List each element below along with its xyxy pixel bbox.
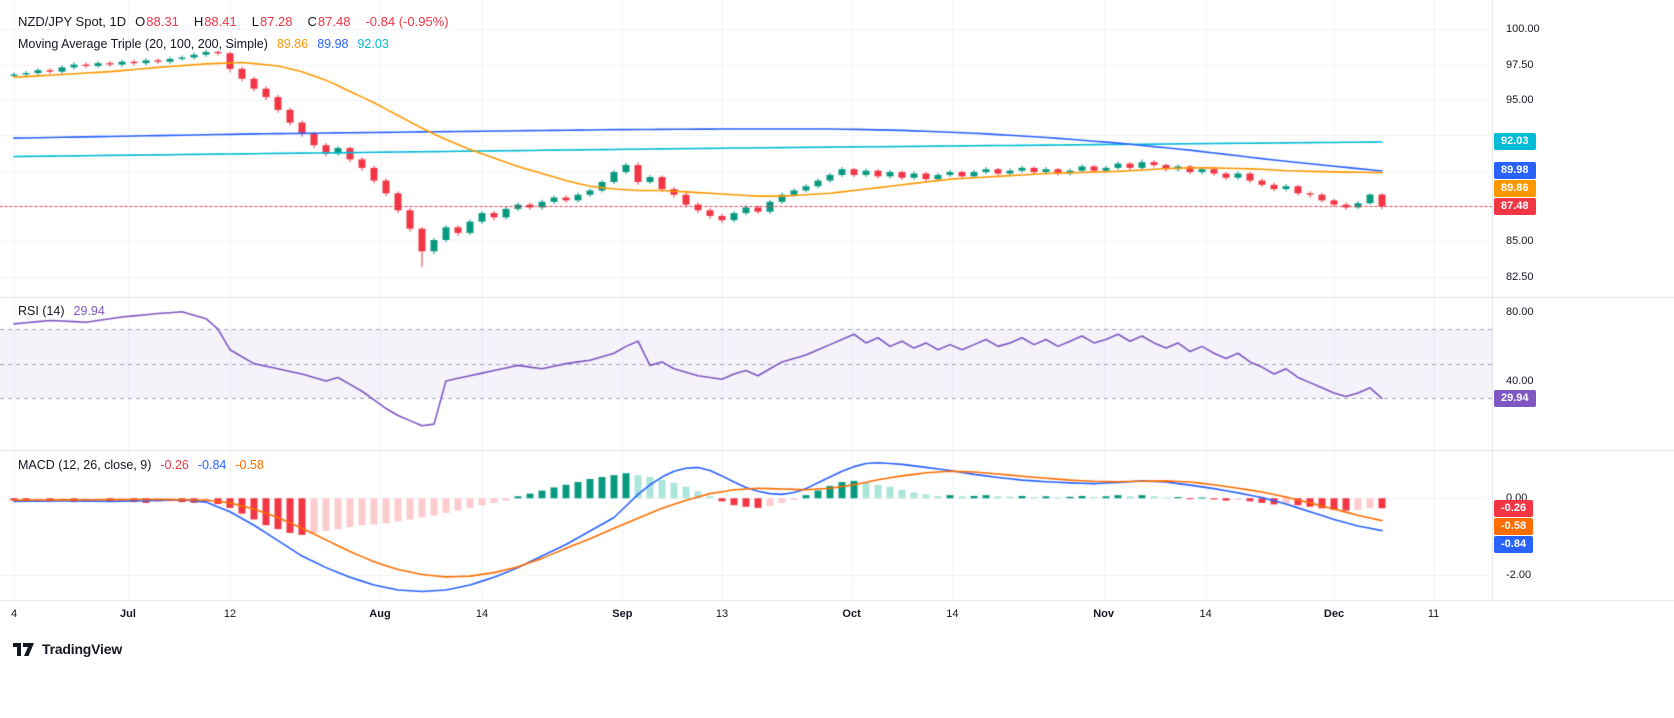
macd-signal-value: -0.58 — [235, 458, 264, 472]
rsi-price-tag: 29.94 — [1494, 389, 1536, 407]
rsi-value: 29.94 — [73, 304, 105, 318]
time-axis-label: 11 — [1427, 608, 1440, 620]
price-price-tag: 87.48 — [1494, 198, 1536, 216]
ma20-value: 89.86 — [276, 37, 309, 51]
macd-line-value: -0.84 — [197, 458, 227, 472]
time-axis[interactable]: 4 Jul 12 Aug 14 Sep 13 Oct 14 Nov 14 Dec 11 — [0, 600, 1492, 634]
ohlc-low: L 87.28 — [252, 14, 293, 29]
macd-axis-tick: -2.00 — [1506, 569, 1532, 582]
ohlc-close: C 87.48 — [308, 14, 351, 29]
price-price-tag: 92.03 — [1494, 133, 1536, 151]
price-axis-tick: 82.50 — [1506, 270, 1534, 283]
time-axis-label: 13 — [715, 608, 729, 620]
price-axis-tick: 85.00 — [1506, 235, 1534, 248]
rsi-axis-tick: 40.00 — [1506, 374, 1534, 387]
high-label: H — [193, 14, 204, 29]
low-value: 87.28 — [259, 14, 293, 29]
price-price-tag: 89.86 — [1494, 180, 1536, 198]
symbol-title: NZD/JPY Spot, 1D — [18, 14, 127, 29]
rsi-legend[interactable]: RSI (14) 29.94 — [18, 304, 105, 318]
ma200-value: 92.03 — [357, 37, 389, 51]
low-label: L — [251, 14, 259, 29]
ma100-value: 89.98 — [317, 37, 349, 51]
time-axis-label: Jul — [120, 608, 136, 620]
tradingview-logomark — [13, 642, 34, 656]
close-label: C — [307, 14, 317, 29]
macd-price-tag: -0.84 — [1494, 535, 1534, 553]
macd-hist-value: -0.26 — [160, 458, 189, 472]
open-value: 88.31 — [146, 14, 179, 29]
rsi-title: RSI (14) — [18, 304, 65, 318]
time-axis-label: Sep — [612, 608, 633, 620]
time-axis-label: 14 — [1199, 608, 1212, 620]
time-axis-label: 14 — [946, 608, 959, 620]
time-axis-label: 14 — [475, 608, 489, 620]
time-axis-label: Nov — [1093, 608, 1114, 620]
high-value: 88.41 — [204, 14, 237, 29]
time-axis-label: Aug — [369, 608, 391, 620]
ma-title: Moving Average Triple (20, 100, 200, Sim… — [18, 37, 268, 51]
macd-price-tag: -0.58 — [1494, 517, 1534, 535]
time-axis-label: 4 — [10, 608, 18, 620]
chart-canvas[interactable] — [0, 0, 1674, 606]
change-value: -0.84 (-0.95%) — [365, 14, 449, 29]
tradingview-logo[interactable]: TradingView — [12, 641, 122, 657]
price-axis-tick: 95.00 — [1506, 93, 1534, 106]
price-axis-tick: 100.00 — [1506, 23, 1540, 36]
ohlc-open: O 88.31 — [135, 14, 179, 29]
time-axis-label: Dec — [1323, 608, 1345, 620]
price-axis[interactable]: 100.00 97.50 95.00 85.00 82.50 80.00 40.00 0.00… — [1492, 0, 1674, 600]
time-axis-label: Oct — [842, 608, 861, 620]
brand-name: TradingView — [42, 641, 123, 657]
macd-legend[interactable]: MACD (12, 26, close, 9) -0.26 -0.84 -0.5… — [18, 458, 264, 472]
open-label: O — [135, 14, 146, 29]
price-price-tag: 89.98 — [1494, 162, 1536, 180]
ohlc-high: H 88.41 — [194, 14, 237, 29]
rsi-axis-tick: 80.00 — [1506, 305, 1534, 318]
ma-legend[interactable]: Moving Average Triple (20, 100, 200, Sim… — [18, 37, 389, 51]
macd-price-tag: -0.26 — [1494, 499, 1534, 517]
macd-title: MACD (12, 26, close, 9) — [18, 458, 152, 472]
close-value: 87.48 — [317, 14, 351, 29]
price-axis-tick: 97.50 — [1506, 58, 1534, 71]
time-axis-label: 12 — [223, 608, 237, 620]
